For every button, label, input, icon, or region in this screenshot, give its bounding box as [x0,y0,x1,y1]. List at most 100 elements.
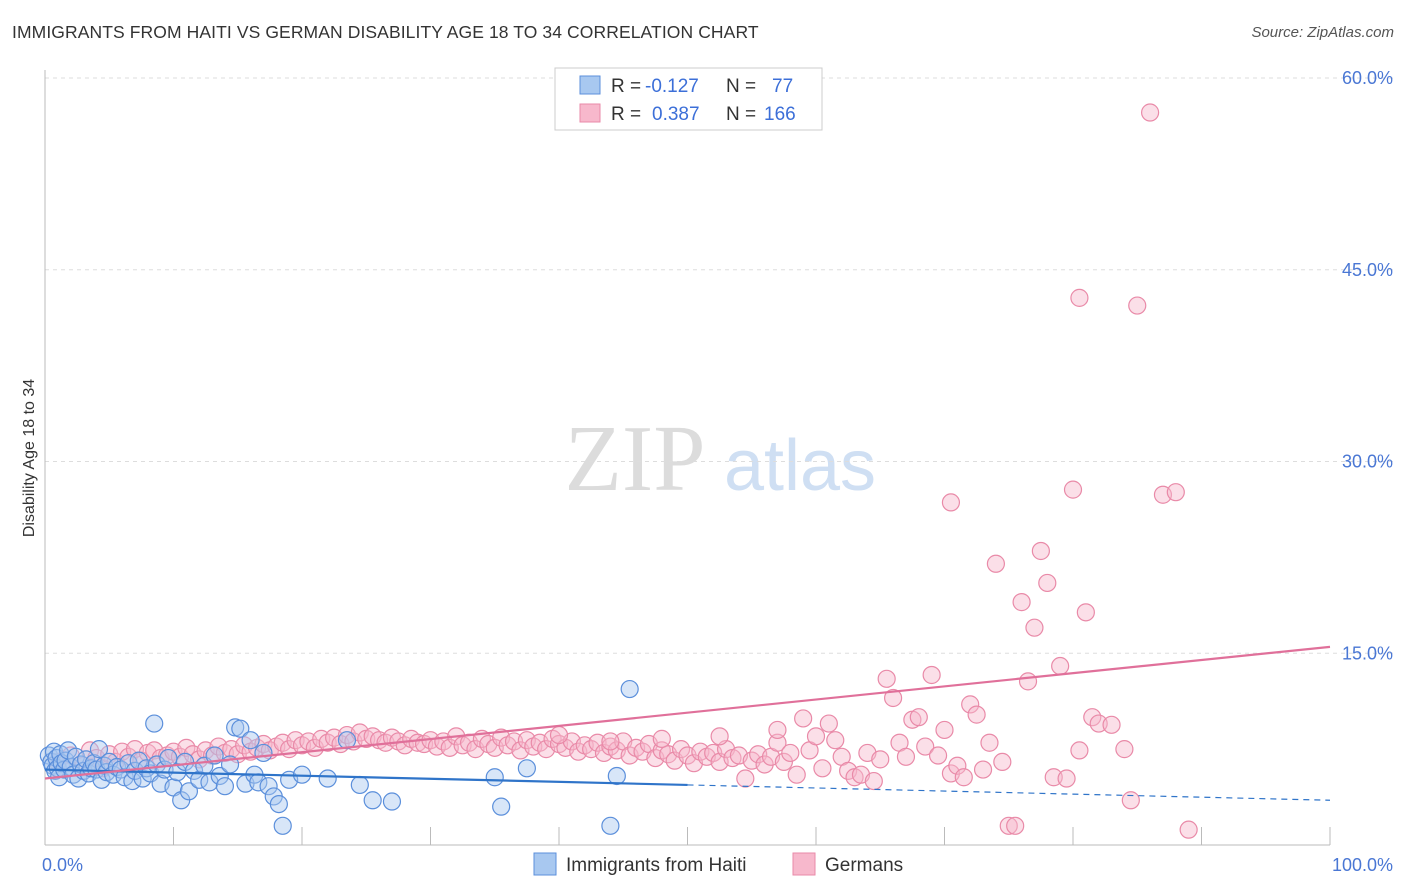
y-axis-label: Disability Age 18 to 34 [21,379,38,537]
germans-point [877,669,896,688]
legend-n-label-blue: N = [726,76,756,97]
watermark-zip: ZIP [565,407,706,511]
haiti-point [231,719,250,738]
germans-point [993,752,1012,772]
haiti-point [601,816,620,835]
germans-point [1076,603,1095,622]
germans-point [819,714,838,733]
legend-n-value-blue: 77 [772,76,793,97]
legend-swatch-pink [579,103,601,123]
germans-point [813,759,832,778]
germans-point [967,705,986,724]
germans-point [922,665,941,685]
germans-point [601,732,620,751]
haiti-point [259,777,278,796]
haiti-trend-line [44,768,688,787]
haiti-point [382,792,402,811]
haiti-point [517,759,536,778]
germans-point [1063,480,1083,499]
germans-trend-line [44,645,1331,780]
y-tick-label: 15.0% [1342,643,1393,663]
germans-point [781,743,800,763]
haiti-point [350,775,369,795]
germans-point [1031,541,1050,561]
haiti-point [607,766,626,786]
y-tick-label: 30.0% [1342,452,1393,472]
x-tick-label: 100.0% [1332,855,1393,875]
germans-point [941,493,961,512]
haiti-point [89,740,109,759]
haiti-point [179,782,199,801]
germans-point [774,752,793,772]
germans-point [794,709,813,728]
legend-n-label-pink: N = [726,104,756,125]
germans-point [999,816,1018,835]
germans-point [1166,483,1185,502]
haiti-trend-extension [687,784,1331,801]
legend-r-value-blue: -0.127 [645,76,699,97]
germans-point [973,760,993,779]
germans-point [954,768,973,787]
germans-point [961,695,980,714]
trend-lines [44,645,1331,801]
bottom-legend-swatch-pink [792,852,816,876]
haiti-point [363,791,382,810]
germans-point [1070,741,1089,760]
chart-title: IMMIGRANTS FROM HAITI VS GERMAN DISABILI… [12,22,759,42]
germans-point [1006,816,1025,835]
axes [44,70,1331,846]
legend-r-label-pink: R = [611,104,641,125]
germans-point [1012,593,1031,612]
germans-point [871,750,890,769]
legend-n-value-pink: 166 [764,104,796,125]
haiti-point [620,679,639,699]
germans-point [883,688,903,708]
haiti-point [273,816,292,835]
y-tick-label: 45.0% [1342,260,1393,280]
germans-point [1057,769,1076,788]
germans-point [1121,791,1140,810]
germans-point [710,727,729,746]
germans-point [736,769,755,788]
germans-point [948,756,967,775]
germans-point [652,729,671,748]
grid-lines [45,77,1393,654]
germans-point [1128,296,1147,315]
haiti-point [269,794,288,814]
haiti-point [145,714,164,733]
tick-labels: 15.0% 30.0% 45.0% 60.0% 0.0% 100.0% [42,68,1393,875]
germans-point [826,731,845,750]
haiti-point [215,777,234,796]
watermark-atlas: atlas [724,426,876,506]
legend-swatch-blue [579,75,601,95]
germans-point [1038,573,1057,593]
germans-point [1179,820,1198,839]
legend-r-label-blue: R = [611,76,641,97]
haiti-point [241,731,260,750]
germans-point [768,720,787,740]
haiti-point [485,768,504,787]
germans-point [1018,672,1038,691]
haiti-point [318,769,337,788]
germans-point [928,746,948,765]
germans-point [909,708,928,727]
germans-points [48,103,1198,839]
germans-point [549,725,569,745]
germans-point [916,737,935,756]
germans-point [1115,740,1134,759]
germans-point [986,554,1006,573]
chart-source: Source: ZipAtlas.com [1251,24,1394,41]
y-tick-label: 60.0% [1342,68,1393,88]
germans-point [806,727,826,746]
bottom-legend-swatch-blue [533,852,557,876]
series-legend: Immigrants from Haiti Germans [533,852,903,876]
haiti-point [492,797,511,816]
x-tick-label: 0.0% [42,855,83,875]
germans-point [1025,618,1044,637]
germans-point [1051,656,1070,676]
haiti-point [254,743,273,763]
bottom-legend-label-blue: Immigrants from Haiti [566,855,747,876]
germans-point [787,765,806,784]
bottom-legend-label-pink: Germans [825,855,903,876]
germans-point [864,771,883,791]
